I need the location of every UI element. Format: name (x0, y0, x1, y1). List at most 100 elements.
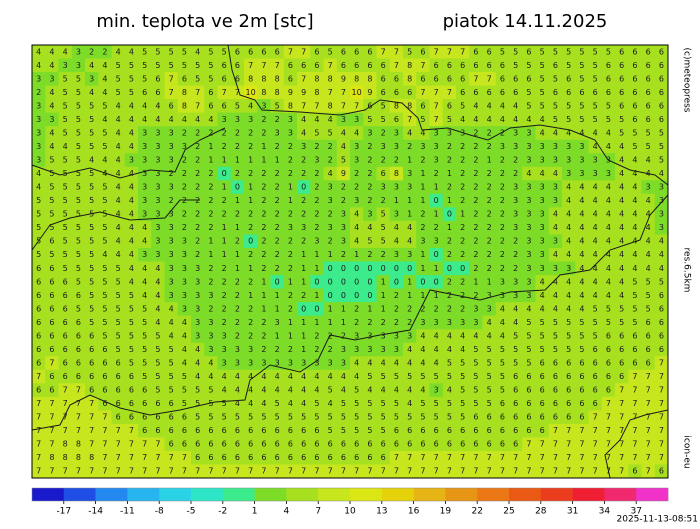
temperature-value: 7 (447, 88, 452, 97)
temperature-cell (389, 166, 404, 181)
temperature-value: 4 (328, 169, 333, 178)
temperature-cell (363, 85, 377, 100)
temperature-value: 6 (235, 453, 240, 462)
colorbar-segment (350, 488, 383, 501)
temperature-value: 6 (579, 372, 584, 381)
temperature-value: 2 (275, 264, 280, 273)
temperature-value: 7 (261, 61, 266, 70)
temperature-value: 5 (49, 183, 54, 192)
temperature-cell (429, 153, 444, 168)
temperature-value: 6 (632, 115, 637, 124)
temperature-cell (310, 342, 324, 357)
temperature-cell (217, 139, 232, 154)
temperature-value: 5 (76, 74, 81, 83)
temperature-cell (45, 126, 59, 141)
temperature-cell (45, 275, 59, 290)
temperature-cell (575, 112, 589, 127)
temperature-value: 2 (420, 304, 425, 313)
temperature-cell (522, 45, 536, 60)
temperature-cell (138, 410, 152, 425)
temperature-cell (98, 153, 112, 168)
temperature-value: 8 (261, 88, 266, 97)
temperature-cell (416, 234, 430, 249)
colorbar-segment (159, 488, 192, 501)
temperature-value: 6 (381, 453, 386, 462)
temperature-value: 6 (420, 101, 425, 110)
temperature-value: 6 (367, 101, 372, 110)
colorbar-segment (191, 488, 224, 501)
temperature-cell (456, 383, 470, 398)
temperature-cell (98, 261, 112, 276)
temperature-cell (363, 329, 377, 344)
temperature-value: 4 (341, 142, 346, 151)
temperature-cell (363, 58, 377, 73)
temperature-value: 3 (63, 61, 68, 70)
temperature-value: 3 (155, 156, 160, 165)
temperature-cell (495, 166, 510, 181)
temperature-cell (270, 207, 285, 222)
temperature-value: 4 (593, 183, 598, 192)
temperature-value: 6 (526, 399, 531, 408)
temperature-value: 5 (500, 386, 505, 395)
temperature-cell (151, 356, 165, 371)
temperature-cell (350, 464, 364, 479)
temperature-cell (336, 464, 351, 479)
temperature-cell (124, 464, 139, 479)
temperature-value: 7 (116, 440, 121, 449)
temperature-value: 4 (420, 345, 425, 354)
temperature-cell (71, 275, 86, 290)
temperature-value: 5 (155, 47, 160, 56)
temperature-value: 5 (394, 399, 399, 408)
temperature-cell (601, 247, 616, 262)
temperature-cell (32, 193, 46, 208)
temperature-value: 5 (487, 345, 492, 354)
temperature-cell (98, 315, 112, 330)
temperature-value: 7 (116, 453, 121, 462)
temperature-value: 3 (142, 128, 147, 137)
temperature-cell (482, 383, 497, 398)
temperature-cell (323, 356, 338, 371)
temperature-value: 2 (487, 183, 492, 192)
map-title: min. teplota ve 2m [stc] (96, 11, 313, 32)
temperature-cell (283, 153, 298, 168)
temperature-cell (628, 85, 642, 100)
temperature-cell (495, 275, 510, 290)
temperature-cell (429, 72, 444, 87)
temperature-value: 2 (208, 304, 213, 313)
temperature-value: 7 (460, 453, 465, 462)
temperature-value: 2 (473, 128, 478, 137)
temperature-value: 7 (301, 47, 306, 56)
temperature-value: 7 (593, 467, 598, 476)
temperature-value: 3 (367, 128, 372, 137)
forecast-date: piatok 14.11.2025 (443, 11, 608, 32)
temperature-value: 2 (314, 331, 319, 340)
temperature-value: 2 (420, 156, 425, 165)
temperature-cell (389, 288, 404, 303)
temperature-value: 4 (169, 304, 174, 313)
temperature-value: 5 (208, 47, 213, 56)
temperature-cell (548, 288, 563, 303)
temperature-value: 6 (553, 61, 558, 70)
temperature-value: 3 (500, 142, 505, 151)
temperature-cell (350, 275, 364, 290)
temperature-cell (442, 72, 457, 87)
colorbar-tick-label: 1 (252, 507, 258, 517)
temperature-cell (403, 261, 417, 276)
temperature-cell (204, 342, 218, 357)
temperature-value: 3 (553, 196, 558, 205)
temperature-cell (628, 450, 642, 465)
temperature-value: 1 (434, 264, 439, 273)
temperature-value: 3 (434, 318, 439, 327)
temperature-value: 3 (434, 128, 439, 137)
temperature-cell (283, 450, 298, 465)
temperature-value: 3 (169, 291, 174, 300)
temperature-value: 4 (566, 196, 571, 205)
temperature-value: 1 (208, 250, 213, 259)
temperature-value: 1 (222, 156, 227, 165)
temperature-cell (376, 207, 391, 222)
temperature-value: 4 (129, 115, 134, 124)
temperature-cell (257, 72, 271, 87)
temperature-cell (111, 275, 126, 290)
temperature-cell (601, 342, 616, 357)
temperature-cell (191, 423, 205, 438)
